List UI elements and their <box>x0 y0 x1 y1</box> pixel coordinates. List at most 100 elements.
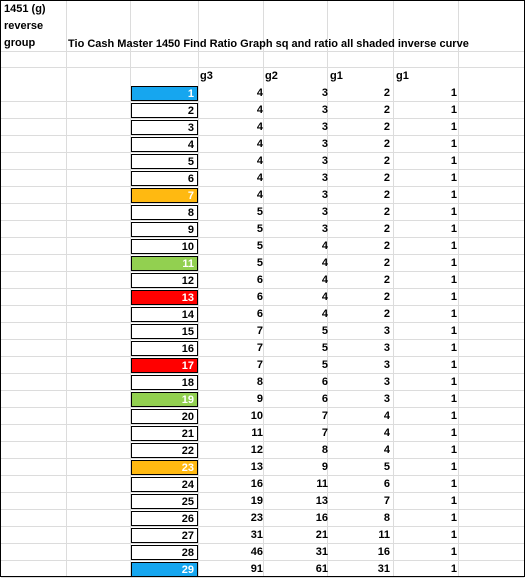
cell-g1[interactable]: 3 <box>383 393 390 405</box>
cell-g2[interactable]: 3 <box>321 223 328 235</box>
cell-g1-second[interactable]: 1 <box>450 563 457 575</box>
cell-g1[interactable]: 2 <box>383 308 390 320</box>
cell-g1[interactable]: 2 <box>383 172 390 184</box>
row-index-cell[interactable]: 24 <box>131 477 198 492</box>
cell-g3[interactable]: 7 <box>256 325 263 337</box>
cell-g1-second[interactable]: 1 <box>450 444 457 456</box>
cell-g3[interactable]: 4 <box>256 87 263 99</box>
cell-g2[interactable]: 3 <box>321 189 328 201</box>
cell-g3[interactable]: 4 <box>256 138 263 150</box>
cell-g1-second[interactable]: 1 <box>450 87 457 99</box>
cell-g1-second[interactable]: 1 <box>450 308 457 320</box>
cell-g2[interactable]: 4 <box>321 274 328 286</box>
cell-g1-second[interactable]: 1 <box>450 206 457 218</box>
cell-g1-second[interactable]: 1 <box>450 240 457 252</box>
cell-g3[interactable]: 4 <box>256 104 263 116</box>
cell-g2[interactable]: 21 <box>315 529 328 541</box>
cell-g2[interactable]: 6 <box>321 393 328 405</box>
row-index-cell[interactable]: 3 <box>131 120 198 135</box>
row-index-cell[interactable]: 11 <box>131 256 198 271</box>
cell-g2[interactable]: 5 <box>321 359 328 371</box>
row-index-cell[interactable]: 7 <box>131 188 198 203</box>
cell-g2[interactable]: 3 <box>321 138 328 150</box>
row-index-cell[interactable]: 8 <box>131 205 198 220</box>
cell-g1-second[interactable]: 1 <box>450 121 457 133</box>
cell-g2[interactable]: 3 <box>321 155 328 167</box>
cell-g1-second[interactable]: 1 <box>450 359 457 371</box>
cell-g1[interactable]: 2 <box>383 87 390 99</box>
cell-g1-second[interactable]: 1 <box>450 291 457 303</box>
row-index-cell[interactable]: 12 <box>131 273 198 288</box>
row-index-cell[interactable]: 25 <box>131 494 198 509</box>
cell-g3[interactable]: 4 <box>256 189 263 201</box>
cell-g1-second[interactable]: 1 <box>450 529 457 541</box>
cell-g1[interactable]: 2 <box>383 189 390 201</box>
row-index-cell[interactable]: 10 <box>131 239 198 254</box>
row-index-cell[interactable]: 27 <box>131 528 198 543</box>
cell-g1[interactable]: 11 <box>378 529 390 541</box>
row-index-cell[interactable]: 17 <box>131 358 198 373</box>
cell-g2[interactable]: 5 <box>321 325 328 337</box>
cell-g3[interactable]: 5 <box>256 257 263 269</box>
cell-g3[interactable]: 5 <box>256 240 263 252</box>
cell-g1[interactable]: 2 <box>383 121 390 133</box>
cell-g1-second[interactable]: 1 <box>450 342 457 354</box>
cell-g3[interactable]: 46 <box>250 546 263 558</box>
cell-g2[interactable]: 4 <box>321 308 328 320</box>
cell-g1-second[interactable]: 1 <box>450 104 457 116</box>
row-index-cell[interactable]: 4 <box>131 137 198 152</box>
cell-g1-second[interactable]: 1 <box>450 172 457 184</box>
row-index-cell[interactable]: 28 <box>131 545 198 560</box>
cell-g2[interactable]: 4 <box>321 240 328 252</box>
cell-g3[interactable]: 9 <box>256 393 263 405</box>
cell-g2[interactable]: 6 <box>321 376 328 388</box>
cell-g2[interactable]: 8 <box>321 444 328 456</box>
cell-g1-second[interactable]: 1 <box>450 189 457 201</box>
cell-g3[interactable]: 10 <box>250 410 263 422</box>
cell-g1[interactable]: 2 <box>383 155 390 167</box>
cell-g2[interactable]: 5 <box>321 342 328 354</box>
row-index-cell[interactable]: 9 <box>131 222 198 237</box>
row-index-cell[interactable]: 18 <box>131 375 198 390</box>
cell-g2[interactable]: 3 <box>321 206 328 218</box>
cell-g1[interactable]: 4 <box>383 410 390 422</box>
cell-g1-second[interactable]: 1 <box>450 512 457 524</box>
cell-g2[interactable]: 7 <box>321 427 328 439</box>
cell-g2[interactable]: 9 <box>321 461 328 473</box>
cell-g3[interactable]: 4 <box>256 172 263 184</box>
cell-g1[interactable]: 5 <box>383 461 390 473</box>
cell-g1[interactable]: 2 <box>383 274 390 286</box>
cell-g1[interactable]: 4 <box>383 427 390 439</box>
cell-g1-second[interactable]: 1 <box>450 427 457 439</box>
cell-g3[interactable]: 6 <box>256 291 263 303</box>
cell-g1-second[interactable]: 1 <box>450 546 457 558</box>
cell-g1-second[interactable]: 1 <box>450 495 457 507</box>
row-index-cell[interactable]: 19 <box>131 392 198 407</box>
cell-g3[interactable]: 7 <box>256 359 263 371</box>
row-index-cell[interactable]: 5 <box>131 154 198 169</box>
cell-g3[interactable]: 4 <box>256 121 263 133</box>
cell-g1[interactable]: 6 <box>383 478 390 490</box>
cell-g1-second[interactable]: 1 <box>450 393 457 405</box>
cell-g1[interactable]: 8 <box>383 512 390 524</box>
cell-g1[interactable]: 2 <box>383 291 390 303</box>
cell-g1[interactable]: 2 <box>383 104 390 116</box>
cell-g3[interactable]: 5 <box>256 206 263 218</box>
row-index-cell[interactable]: 15 <box>131 324 198 339</box>
cell-g2[interactable]: 13 <box>315 495 328 507</box>
cell-g3[interactable]: 91 <box>250 563 263 575</box>
cell-g1[interactable]: 3 <box>383 342 390 354</box>
row-index-cell[interactable]: 21 <box>131 426 198 441</box>
row-index-cell[interactable]: 13 <box>131 290 198 305</box>
cell-g1[interactable]: 2 <box>383 223 390 235</box>
cell-g2[interactable]: 31 <box>315 546 328 558</box>
cell-g2[interactable]: 4 <box>321 291 328 303</box>
row-index-cell[interactable]: 1 <box>131 86 198 101</box>
cell-g1[interactable]: 2 <box>383 257 390 269</box>
cell-g2[interactable]: 16 <box>315 512 328 524</box>
cell-g1[interactable]: 16 <box>377 546 390 558</box>
row-index-cell[interactable]: 20 <box>131 409 198 424</box>
row-index-cell[interactable]: 22 <box>131 443 198 458</box>
cell-g3[interactable]: 7 <box>256 342 263 354</box>
cell-g3[interactable]: 31 <box>250 529 263 541</box>
